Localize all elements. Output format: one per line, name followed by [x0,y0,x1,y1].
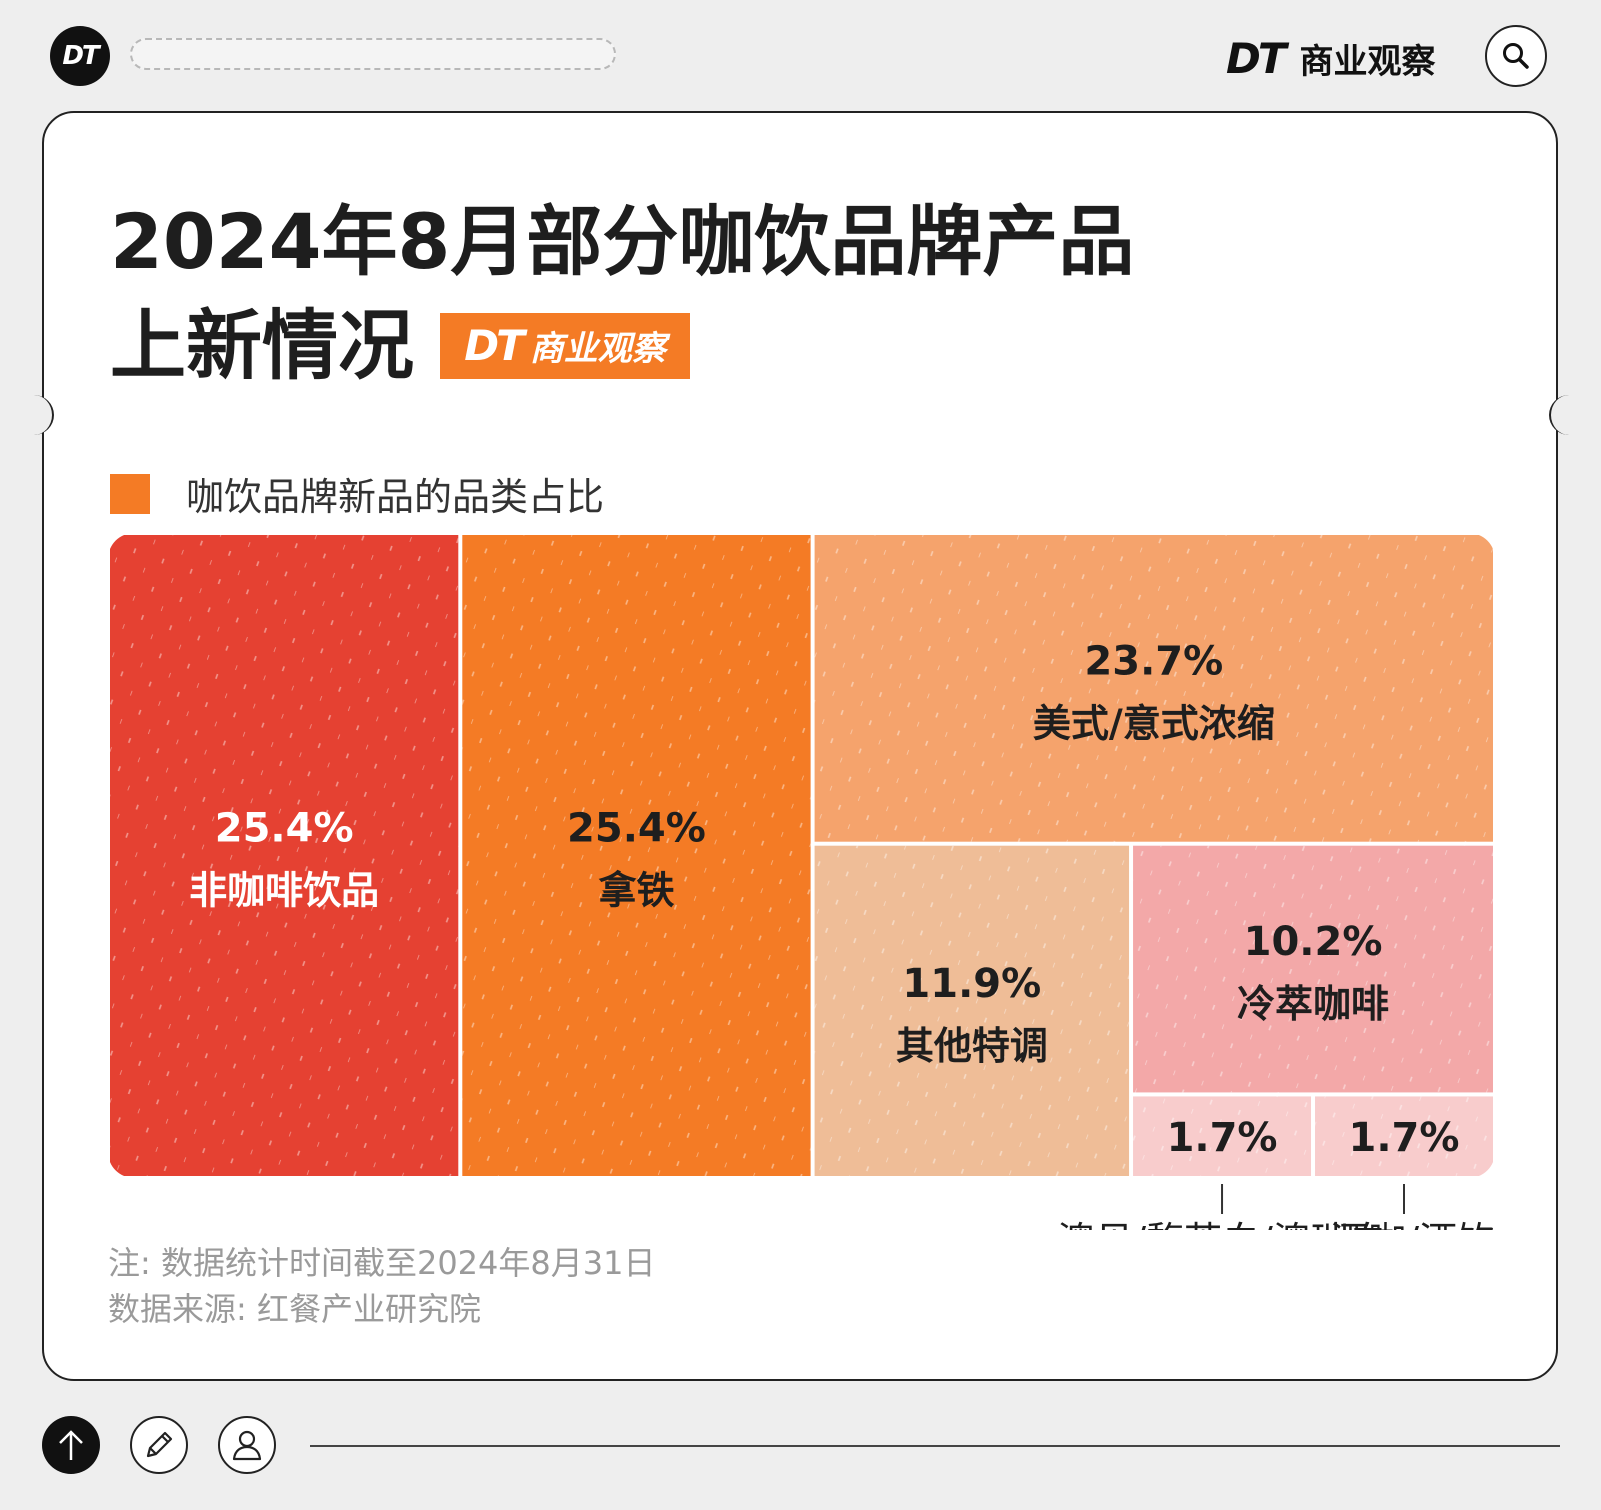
brand-dt-text: DT [1226,33,1286,83]
treemap-value-label-3: 23.7% [1084,638,1223,684]
bottom-bar [0,1400,1601,1500]
legend: 咖饮品牌新品的品类占比 [110,466,604,521]
treemap-category-label-1: 非咖啡饮品 [189,869,379,913]
scroll-top-button[interactable] [42,1416,100,1474]
note-text: 注: 数据统计时间截至2024年8月31日 [108,1244,656,1282]
brand-name-text: 商业观察 [1299,41,1436,82]
address-bar[interactable] [130,38,616,70]
bottom-divider [310,1445,1560,1447]
treemap-category-label-2: 拿铁 [598,869,674,913]
search-icon [1503,43,1529,69]
treemap-category-label-3: 美式/意式浓缩 [1033,701,1275,745]
treemap-value-label-6: 1.7% [1167,1115,1278,1161]
chart-title: 2024年8月部分咖饮品牌产品 上新情况 DT 商业观察 [110,190,1134,398]
title-line-1: 2024年8月部分咖饮品牌产品 [110,197,1135,286]
treemap-value-label-7: 1.7% [1349,1115,1460,1161]
search-button[interactable] [1485,25,1547,87]
treemap-value-label-5: 10.2% [1244,919,1383,965]
treemap-tile-texture-3 [814,535,1493,842]
legend-label: 咖饮品牌新品的品类占比 [186,475,605,519]
treemap-category-label-5: 冷萃咖啡 [1237,982,1389,1026]
card-notch-left [32,395,54,435]
brand-logo: DT 商业观察 [1226,30,1436,86]
dt-logo[interactable]: DT [50,26,110,86]
title-line-2: 上新情况 [110,301,414,390]
treemap-tile-texture-1 [110,535,459,1176]
treemap-category-label-4: 其他特调 [896,1024,1048,1068]
treemap-tile-texture-4 [814,845,1130,1176]
title-brand-badge: DT 商业观察 [440,312,690,379]
top-bar: DT DT 商业观察 [0,0,1601,110]
treemap-value-label-2: 25.4% [567,806,706,852]
badge-dt-text: DT [464,321,524,370]
card-notch-right [1549,395,1571,435]
treemap-tile-texture-5 [1133,845,1493,1093]
treemap-chart: 25.4% 非咖啡饮品 25.4% 拿铁 23.7% 美式/意式浓缩 11.9% 其他特调 10… [110,535,1495,1230]
treemap-category-label-6: 澳贝/馥芮白/澳瑞白 [1057,1219,1387,1230]
badge-name-text: 商业观察 [529,329,666,369]
pencil-icon [146,1431,173,1458]
user-icon [232,1430,262,1461]
treemap-category-label-7: 酒咖/酒饮 [1330,1219,1495,1230]
treemap-value-label-4: 11.9% [902,961,1041,1007]
treemap-tile-texture-7 [1315,1096,1493,1176]
treemap-tile-texture-2 [462,535,811,1176]
footnote: 注: 数据统计时间截至2024年8月31日 数据来源: 红餐产业研究院 [108,1240,655,1332]
treemap-value-label-1: 25.4% [215,806,354,852]
edit-button[interactable] [130,1416,188,1474]
source-text: 数据来源: 红餐产业研究院 [108,1290,481,1328]
arrow-up-icon [59,1430,83,1460]
legend-swatch [110,473,150,514]
profile-button[interactable] [218,1416,276,1474]
treemap-tile-texture-6 [1133,1096,1312,1176]
